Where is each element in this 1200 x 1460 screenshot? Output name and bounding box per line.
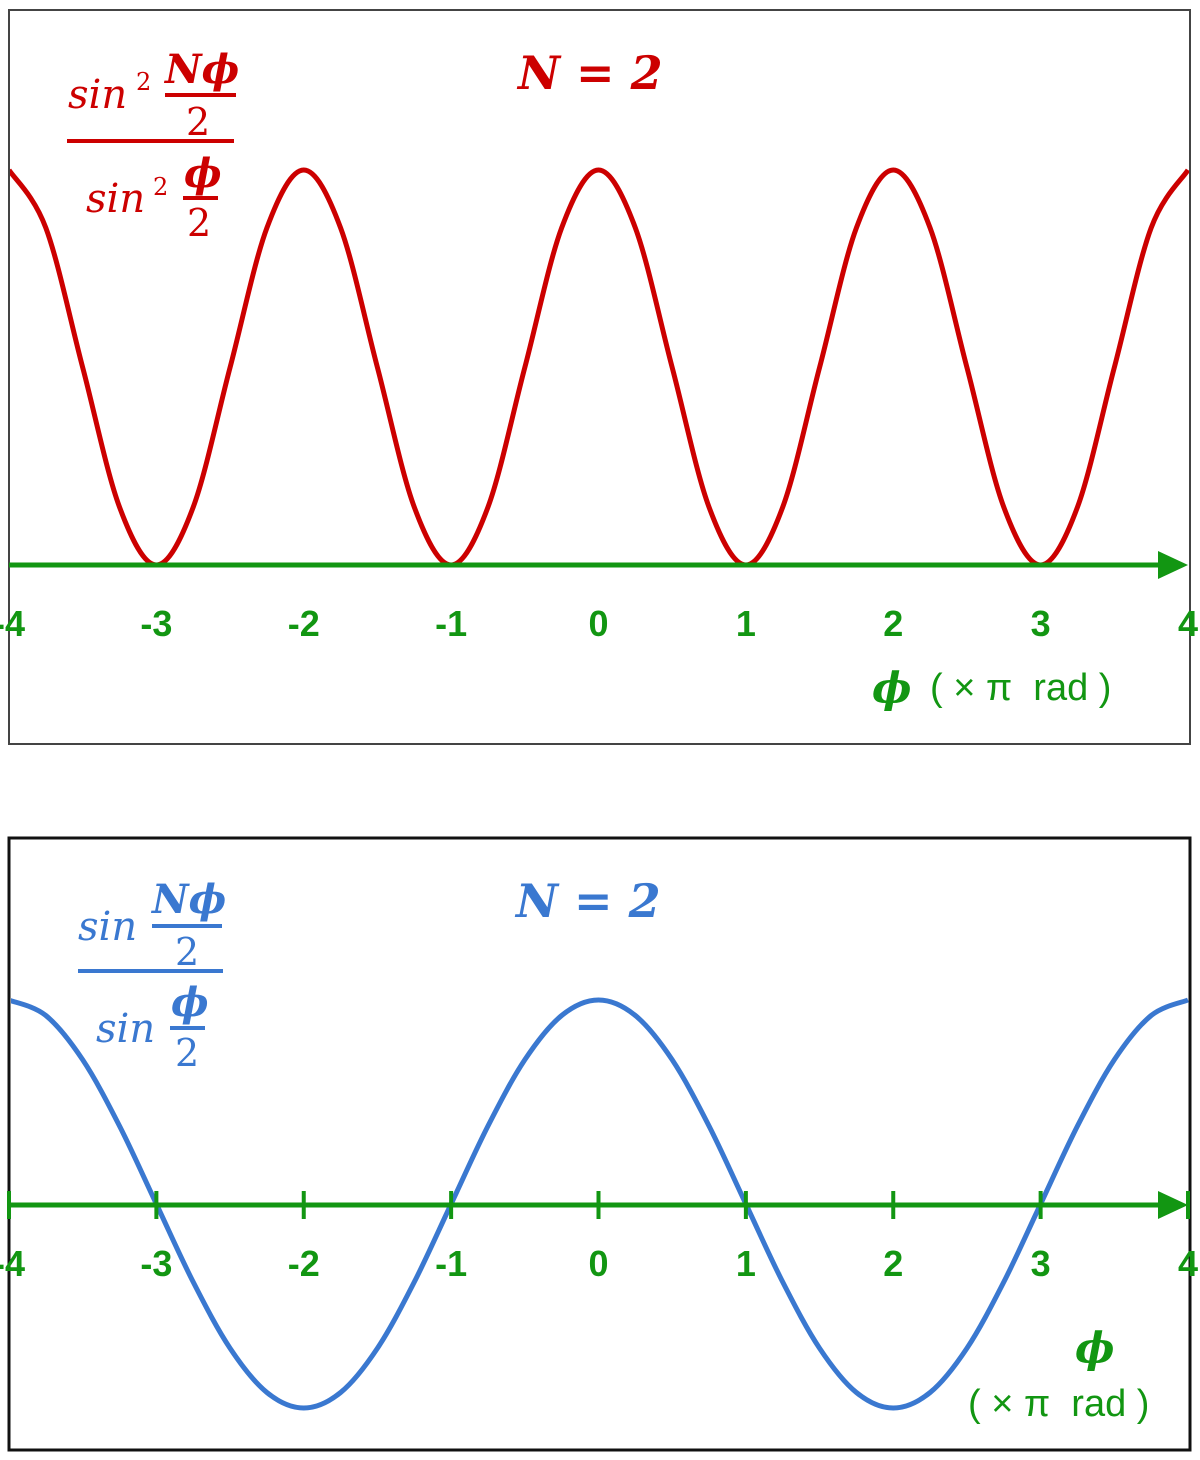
bottom-main-fraction-bar (78, 969, 223, 973)
bottom-num-fn: sin (78, 904, 137, 950)
bottom-x-tick-label: -3 (140, 1243, 172, 1284)
top-num-arg-top: Nϕ (163, 46, 239, 93)
top-den-arg-top: ϕ (184, 150, 222, 197)
top-x-axis-arrow (1158, 551, 1188, 579)
bottom-x-tick-label: 2 (883, 1243, 903, 1284)
bottom-num-arg-top: Nϕ (150, 876, 226, 923)
bottom-num-arg-bottom: 2 (175, 930, 199, 974)
top-x-tick-label: 1 (736, 603, 756, 644)
bottom-formula: sin Nϕ 2 sin ϕ 2 (78, 876, 226, 1075)
top-num-arg-bottom: 2 (186, 100, 210, 144)
top-formula: sin 2 Nϕ 2 sin 2 ϕ 2 (67, 46, 239, 245)
bottom-x-tick-label: -4 (0, 1243, 25, 1284)
bottom-x-tick-label: -2 (288, 1243, 320, 1284)
top-x-tick-label: 4 (1178, 603, 1198, 644)
bottom-xlabel-unit: ( × π rad ) (968, 1383, 1149, 1425)
bottom-x-tick-label: 0 (588, 1243, 608, 1284)
top-chart: sin 2 Nϕ 2 sin 2 ϕ 2 N = 2 -4 -3 -2 -1 0 1 2 3 4… (0, 9, 1198, 745)
top-series-line (10, 167, 1189, 568)
top-xlabel-unit: ( × π rad ) (930, 667, 1111, 709)
top-x-tick-label: -3 (140, 603, 172, 644)
bottom-chart-title: N = 2 (514, 874, 661, 928)
top-chart-title: N = 2 (516, 46, 663, 100)
bottom-x-tick-label: 1 (736, 1243, 756, 1284)
top-xlabel-symbol: ϕ (872, 663, 912, 712)
top-x-tick-label: -4 (0, 603, 25, 644)
top-x-tick-label: 0 (588, 603, 608, 644)
bottom-x-tick-label: -1 (435, 1243, 467, 1284)
top-x-tick-label: 2 (883, 603, 903, 644)
bottom-x-tick-label: 4 (1178, 1243, 1198, 1284)
top-num-fn: sin (68, 72, 127, 118)
top-den-arg-bottom: 2 (187, 201, 211, 245)
bottom-den-fn: sin (96, 1006, 155, 1052)
bottom-chart-frame (7, 836, 1192, 1452)
bottom-den-arg-bottom: 2 (175, 1031, 199, 1075)
bottom-xlabel-symbol: ϕ (1075, 1323, 1115, 1372)
top-num-arg-bar (165, 93, 236, 97)
bottom-x-tick-label: 3 (1031, 1243, 1051, 1284)
top-x-tick-label: -1 (435, 603, 467, 644)
top-den-fn: sin (86, 176, 145, 222)
top-den-arg-bar (183, 196, 218, 200)
bottom-den-arg-bar (170, 1026, 205, 1030)
top-x-tick-label: -2 (288, 603, 320, 644)
top-chart-frame (8, 9, 1191, 745)
bottom-x-axis-arrow (1158, 1191, 1188, 1219)
top-main-fraction-bar (67, 139, 234, 143)
bottom-chart: sin Nϕ 2 sin ϕ 2 N = 2 -4 -3 -2 -1 0 1 2 3 4 ϕ (… (0, 836, 1198, 1452)
top-den-power: 2 (153, 173, 168, 201)
top-num-power: 2 (136, 68, 151, 96)
bottom-num-arg-bar (152, 924, 222, 928)
bottom-series-line (11, 997, 1189, 1411)
bottom-den-arg-top: ϕ (171, 979, 209, 1026)
top-x-tick-label: 3 (1031, 603, 1051, 644)
